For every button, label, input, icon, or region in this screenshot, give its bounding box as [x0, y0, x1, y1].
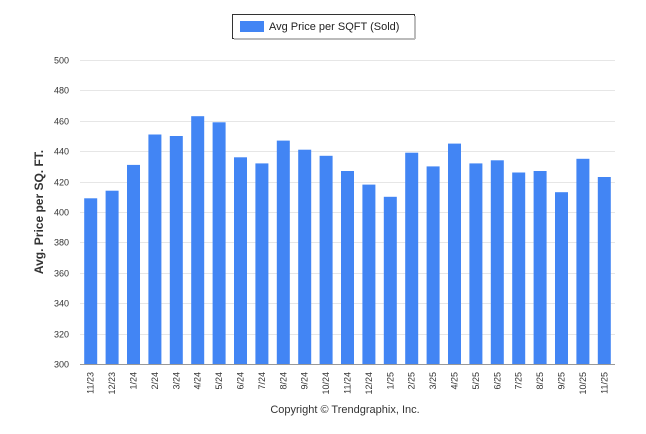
y-axis-label: Avg. Price per SQ. FT. — [32, 150, 46, 274]
bar-9-24[interactable] — [298, 149, 312, 364]
bar-2-25[interactable] — [405, 152, 419, 364]
x-tick-label: 11/23 — [86, 372, 96, 394]
y-tick-label: 340 — [54, 299, 69, 309]
x-axis-ticks: 11/23 12/23 1/24 2/24 3/24 4/24 5/24 6/24 7/24 8/… — [86, 372, 610, 395]
legend-shadow-side — [414, 16, 416, 39]
y-tick-label: 380 — [54, 238, 69, 248]
x-tick-label: 8/25 — [535, 372, 545, 390]
bar-2-24[interactable] — [148, 134, 162, 365]
bar-5-24[interactable] — [212, 122, 226, 364]
x-tick-label: 2/25 — [407, 372, 417, 390]
x-tick-label: 11/25 — [599, 372, 609, 394]
x-tick-label: 6/24 — [236, 372, 246, 390]
x-tick-label: 4/25 — [450, 372, 460, 390]
bar-6-25[interactable] — [490, 160, 504, 364]
x-tick-label: 2/24 — [150, 372, 160, 390]
bar-12-24[interactable] — [362, 184, 376, 364]
x-tick-label: 1/24 — [129, 372, 139, 390]
legend[interactable]: Avg Price per SQFT (Sold) — [232, 14, 417, 41]
bar-9-25[interactable] — [555, 192, 568, 364]
x-tick-label: 5/25 — [471, 372, 481, 390]
y-tick-label: 360 — [54, 269, 69, 279]
x-tick-label: 12/24 — [364, 372, 374, 395]
x-tick-label: 9/24 — [300, 372, 310, 390]
copyright-text: Copyright © Trendgraphix, Inc. — [270, 404, 419, 416]
y-tick-label: 440 — [54, 147, 69, 157]
bar-4-24[interactable] — [191, 116, 205, 364]
y-tick-label: 300 — [54, 360, 69, 370]
bar-7-25[interactable] — [512, 172, 526, 365]
legend-swatch — [240, 21, 264, 32]
bar-8-25[interactable] — [533, 171, 547, 364]
bar-6-24[interactable] — [234, 157, 247, 364]
y-tick-label: 420 — [54, 178, 69, 188]
bar-8-24[interactable] — [276, 140, 290, 364]
legend-label: Avg Price per SQFT (Sold) — [269, 21, 399, 33]
x-tick-label: 3/25 — [428, 372, 438, 390]
x-tick-label: 3/24 — [171, 372, 181, 390]
bar-3-24[interactable] — [169, 136, 183, 364]
bars — [84, 116, 611, 364]
x-tick-label: 10/25 — [578, 372, 588, 395]
bar-1-25[interactable] — [383, 196, 397, 364]
x-tick-label: 11/24 — [343, 372, 353, 394]
x-tick-label: 10/24 — [321, 372, 331, 395]
y-tick-label: 480 — [54, 86, 69, 96]
x-tick-label: 7/25 — [514, 372, 524, 390]
bar-7-24[interactable] — [255, 163, 269, 364]
bar-12-23[interactable] — [105, 190, 119, 364]
bar-10-25[interactable] — [576, 158, 590, 364]
bar-11-25[interactable] — [597, 177, 611, 364]
bar-11-23[interactable] — [84, 198, 98, 364]
bar-10-24[interactable] — [319, 155, 333, 364]
bar-11-24[interactable] — [341, 171, 354, 364]
bar-4-25[interactable] — [448, 143, 461, 364]
x-tick-label: 7/24 — [257, 372, 267, 390]
y-tick-label: 400 — [54, 208, 69, 218]
y-tick-label: 460 — [54, 117, 69, 127]
x-tick-label: 4/24 — [193, 372, 203, 390]
bar-3-25[interactable] — [426, 166, 440, 364]
x-tick-label: 6/25 — [492, 372, 502, 390]
x-tick-label: 9/25 — [557, 372, 567, 390]
legend-shadow — [234, 38, 415, 40]
x-tick-label: 8/24 — [278, 372, 288, 390]
bar-5-25[interactable] — [469, 163, 483, 364]
bar-1-24[interactable] — [127, 164, 140, 364]
x-tick-label: 5/24 — [214, 372, 224, 390]
y-tick-label: 500 — [54, 56, 69, 66]
y-tick-label: 320 — [54, 330, 69, 340]
x-tick-label: 12/23 — [107, 372, 117, 395]
x-tick-label: 1/25 — [385, 372, 395, 390]
y-axis-ticks: 300 320 340 360 380 400 420 440 460 480 500 — [54, 56, 69, 370]
